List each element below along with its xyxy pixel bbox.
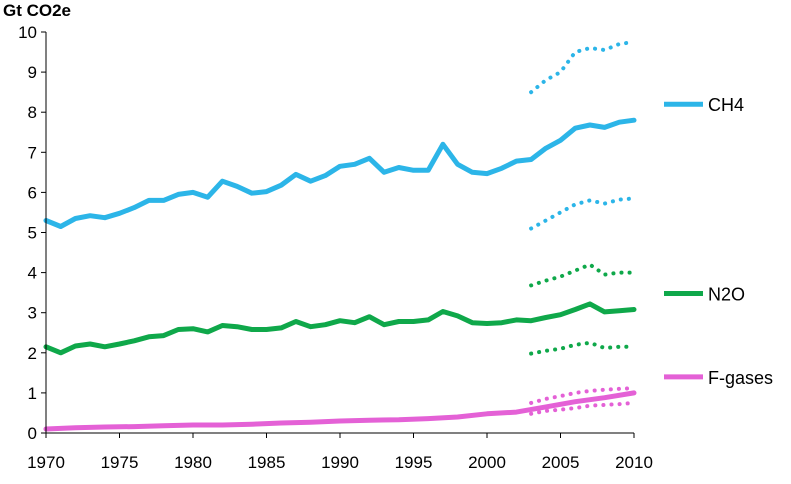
x-tick-label: 1990	[321, 453, 359, 472]
y-tick-label: 4	[28, 264, 37, 283]
y-tick-label: 7	[28, 143, 37, 162]
legend-label-n2o: N2O	[708, 284, 745, 304]
uncertainty-upper-f-gases	[529, 386, 636, 405]
series-lines	[43, 117, 637, 432]
y-axis-unit-label: Gt CO2e	[3, 1, 71, 20]
x-tick-label: 1970	[27, 453, 65, 472]
y-tick-label: 1	[28, 384, 37, 403]
legend: CH4 N2O F-gases	[664, 95, 773, 388]
uncertainty-upper-ch4	[529, 40, 636, 95]
series-line-f-gases	[43, 390, 637, 432]
y-tick-label: 5	[28, 224, 37, 243]
series-line-n2o	[43, 301, 637, 356]
uncertainty-lower-f-gases	[529, 400, 636, 416]
uncertainty-upper-n2o	[529, 262, 636, 288]
x-tick-label: 1975	[101, 453, 139, 472]
axes: 0 1 2 3 4 5 6 7 8 9 10 1970 1975 1980 1985 1990 1995 2000…	[18, 23, 653, 472]
x-tick-label: 1985	[248, 453, 286, 472]
y-tick-label: 8	[28, 103, 37, 122]
y-tick-label: 10	[18, 23, 37, 42]
x-tick-label: 2000	[468, 453, 506, 472]
y-tick-label: 2	[28, 344, 37, 363]
y-tick-label: 9	[28, 63, 37, 82]
series-line-ch4	[43, 117, 637, 229]
y-tick-label: 3	[28, 304, 37, 323]
x-tick-label: 1980	[174, 453, 212, 472]
legend-label-f-gases: F-gases	[708, 368, 773, 388]
x-tick-label: 1995	[395, 453, 433, 472]
x-tick-label: 2010	[615, 453, 653, 472]
uncertainty-bands	[529, 40, 636, 416]
x-tick-label: 2005	[542, 453, 580, 472]
uncertainty-lower-ch4	[529, 196, 636, 231]
uncertainty-lower-n2o	[529, 340, 636, 356]
legend-label-ch4: CH4	[708, 95, 744, 115]
y-tick-label: 6	[28, 183, 37, 202]
y-tick-label: 0	[28, 424, 37, 443]
